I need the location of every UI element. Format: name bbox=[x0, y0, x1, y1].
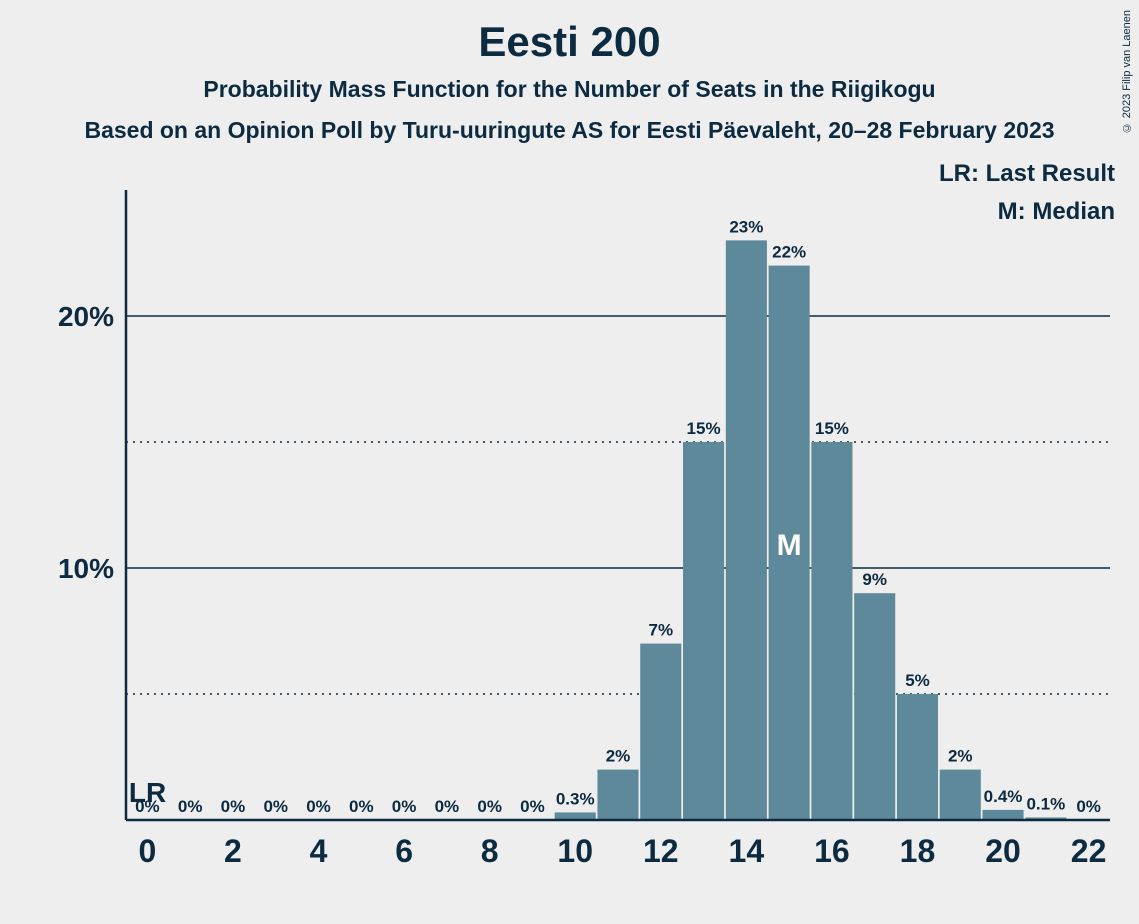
bar-value-label: 0% bbox=[178, 797, 203, 816]
x-axis-label: 14 bbox=[729, 833, 765, 869]
x-axis-label: 4 bbox=[310, 833, 328, 869]
x-axis-label: 12 bbox=[643, 833, 679, 869]
x-axis-label: 22 bbox=[1071, 833, 1107, 869]
copyright-text: © 2023 Filip van Laenen bbox=[1121, 10, 1133, 133]
chart-subtitle: Probability Mass Function for the Number… bbox=[0, 76, 1139, 103]
bar-value-label: 9% bbox=[862, 570, 887, 589]
x-axis-label: 6 bbox=[395, 833, 413, 869]
pmf-bar-chart: 10% 20% 0% 0% 0% 0% 0% 0% 0% 0% 0% 0% 0.3% 2% 7% 15% 23%… bbox=[40, 160, 1120, 880]
bar-value-label: 0% bbox=[221, 797, 246, 816]
bar bbox=[983, 810, 1024, 820]
lr-marker: LR bbox=[129, 777, 166, 808]
bar bbox=[940, 770, 981, 820]
bar-value-label: 0% bbox=[477, 797, 502, 816]
x-axis-label: 18 bbox=[900, 833, 936, 869]
bar-value-label: 7% bbox=[648, 621, 673, 640]
median-marker: M bbox=[777, 529, 802, 562]
x-axis-label: 0 bbox=[138, 833, 156, 869]
bar-value-label: 23% bbox=[729, 217, 763, 236]
bar bbox=[811, 442, 852, 820]
bar bbox=[597, 770, 638, 820]
x-axis-label: 20 bbox=[985, 833, 1021, 869]
x-axis-label: 8 bbox=[481, 833, 499, 869]
bar-value-label: 0% bbox=[520, 797, 545, 816]
bar bbox=[683, 442, 724, 820]
bar-value-label: 0% bbox=[392, 797, 417, 816]
bar-value-label: 0% bbox=[349, 797, 374, 816]
bar-value-label: 22% bbox=[772, 243, 806, 262]
bar bbox=[640, 644, 681, 820]
bar-value-label: 0% bbox=[1076, 797, 1101, 816]
bar-value-label: 2% bbox=[948, 747, 973, 766]
chart-title: Eesti 200 bbox=[0, 0, 1139, 66]
bar bbox=[854, 593, 895, 820]
bar bbox=[726, 240, 767, 820]
bar-value-label: 2% bbox=[606, 747, 631, 766]
bar-value-label: 15% bbox=[815, 419, 849, 438]
y-axis-label: 20% bbox=[58, 301, 114, 332]
x-axis-label: 2 bbox=[224, 833, 242, 869]
bar-value-label: 5% bbox=[905, 671, 930, 690]
bar-value-label: 0.4% bbox=[984, 787, 1023, 806]
x-axis-label: 16 bbox=[814, 833, 850, 869]
bar-value-label: 0% bbox=[435, 797, 460, 816]
chart-container: 10% 20% 0% 0% 0% 0% 0% 0% 0% 0% 0% 0% 0.3% 2% 7% 15% 23%… bbox=[40, 160, 1120, 880]
bar-value-label: 0.3% bbox=[556, 789, 595, 808]
y-axis-label: 10% bbox=[58, 553, 114, 584]
bar-value-label: 0% bbox=[263, 797, 288, 816]
chart-source: Based on an Opinion Poll by Turu-uuringu… bbox=[0, 117, 1139, 144]
bar-value-label: 15% bbox=[687, 419, 721, 438]
bar bbox=[897, 694, 938, 820]
x-axis-label: 10 bbox=[557, 833, 593, 869]
bar-value-label: 0% bbox=[306, 797, 331, 816]
bar-value-label: 0.1% bbox=[1026, 794, 1065, 813]
